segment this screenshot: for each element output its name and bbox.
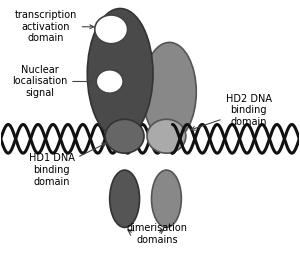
Ellipse shape (152, 170, 182, 227)
Circle shape (95, 15, 128, 44)
Circle shape (105, 119, 144, 153)
Ellipse shape (87, 8, 153, 139)
Text: dimerisation
domains: dimerisation domains (127, 223, 188, 245)
Text: transcription
activation
domain: transcription activation domain (14, 10, 94, 43)
Circle shape (96, 70, 123, 93)
Text: Nuclear
localisation
signal: Nuclear localisation signal (12, 65, 92, 98)
Ellipse shape (142, 42, 196, 141)
Circle shape (147, 119, 186, 153)
Text: HD2 DNA
binding
domain: HD2 DNA binding domain (191, 94, 272, 130)
Text: HD1 DNA
binding
domain: HD1 DNA binding domain (28, 143, 106, 187)
Ellipse shape (110, 170, 140, 227)
